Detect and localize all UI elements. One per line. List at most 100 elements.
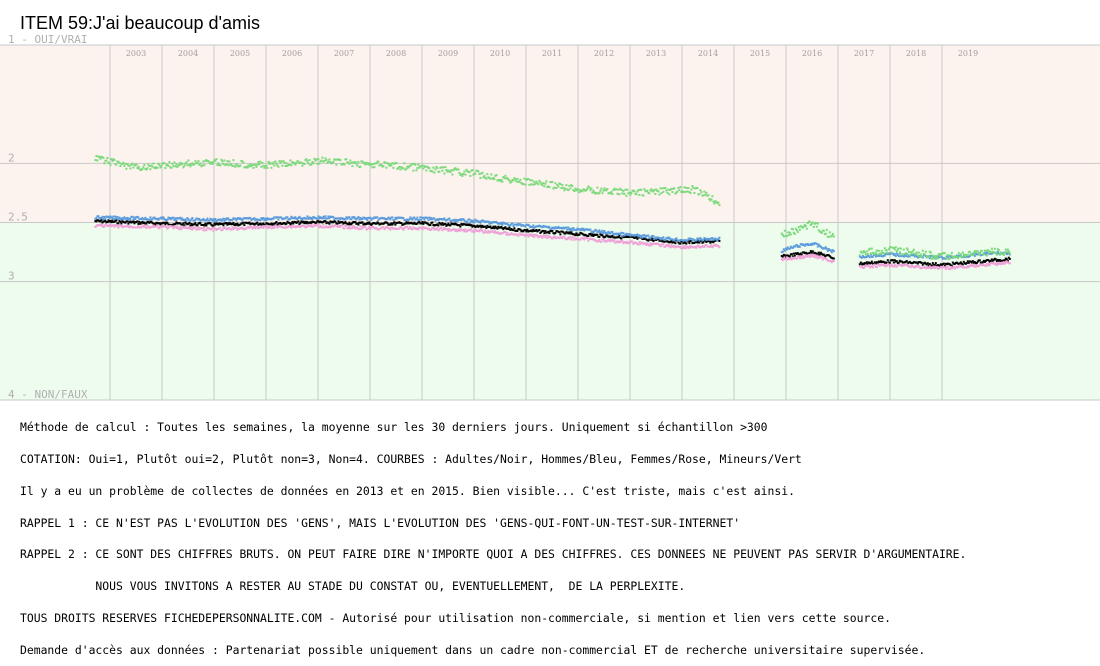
data-point-minors bbox=[220, 158, 223, 161]
data-point-minors bbox=[893, 248, 896, 251]
data-point-women bbox=[372, 226, 375, 229]
data-point-adults bbox=[350, 222, 353, 225]
note-line: TOUS DROITS RESERVES FICHEDEPERSONNALITE… bbox=[20, 610, 891, 625]
data-point-women bbox=[641, 241, 644, 244]
data-point-minors bbox=[332, 160, 335, 163]
data-point-women bbox=[347, 227, 350, 230]
data-point-adults bbox=[790, 253, 793, 256]
data-point-minors bbox=[960, 255, 963, 258]
data-point-men bbox=[906, 255, 909, 258]
data-point-minors bbox=[575, 189, 578, 192]
data-point-minors bbox=[485, 177, 488, 180]
data-point-men bbox=[597, 230, 600, 233]
data-point-men bbox=[479, 221, 482, 224]
data-point-minors bbox=[454, 167, 457, 170]
data-point-men bbox=[430, 217, 433, 220]
data-point-minors bbox=[288, 163, 291, 166]
data-point-minors bbox=[897, 247, 900, 250]
data-point-adults bbox=[677, 241, 680, 244]
data-point-adults bbox=[136, 220, 139, 223]
data-point-minors bbox=[797, 226, 800, 229]
data-point-minors bbox=[803, 223, 806, 226]
data-point-women bbox=[877, 263, 880, 266]
data-point-minors bbox=[506, 177, 509, 180]
data-point-men bbox=[459, 218, 462, 221]
data-point-minors bbox=[874, 251, 877, 254]
data-point-men bbox=[394, 216, 397, 219]
data-point-adults bbox=[458, 224, 461, 227]
data-point-minors bbox=[612, 189, 615, 192]
data-point-minors bbox=[108, 162, 111, 165]
y-tick-label: 3 bbox=[8, 270, 15, 283]
data-point-women bbox=[946, 265, 949, 268]
data-point-minors bbox=[217, 162, 220, 165]
data-point-women bbox=[144, 224, 147, 227]
data-point-men bbox=[557, 225, 560, 228]
data-point-men bbox=[621, 234, 624, 237]
data-point-women bbox=[140, 226, 143, 229]
data-point-men bbox=[162, 216, 165, 219]
data-point-adults bbox=[132, 220, 135, 223]
data-point-men bbox=[973, 254, 976, 257]
data-point-minors bbox=[802, 225, 805, 228]
data-point-minors bbox=[371, 166, 374, 169]
data-point-women bbox=[943, 266, 946, 269]
data-point-minors bbox=[782, 235, 785, 238]
data-point-adults bbox=[328, 222, 331, 225]
data-point-women bbox=[402, 228, 405, 231]
data-point-women bbox=[673, 245, 676, 248]
data-point-adults bbox=[158, 222, 161, 225]
data-point-adults bbox=[548, 232, 551, 235]
data-point-women bbox=[197, 226, 200, 229]
data-point-minors bbox=[565, 184, 568, 187]
data-point-men bbox=[108, 216, 111, 219]
data-point-women bbox=[992, 261, 995, 264]
data-point-minors bbox=[971, 253, 974, 256]
data-point-minors bbox=[949, 254, 952, 257]
data-point-adults bbox=[620, 237, 623, 240]
data-point-adults bbox=[592, 235, 595, 238]
data-point-women bbox=[262, 226, 265, 229]
x-tick-label: 2008 bbox=[386, 49, 406, 58]
data-point-minors bbox=[103, 162, 106, 165]
data-point-women bbox=[681, 247, 684, 250]
data-point-men bbox=[293, 217, 296, 220]
data-point-women bbox=[321, 226, 324, 229]
x-tick-labels: 2003 2004 2005 2006 2007 2008 2009 2010 2011 2012… bbox=[126, 49, 978, 58]
data-point-women bbox=[798, 257, 801, 260]
data-point-adults bbox=[873, 261, 876, 264]
note-line: Demande d'accès aux données : Partenaria… bbox=[20, 642, 926, 657]
data-point-adults bbox=[489, 225, 492, 228]
data-point-minors bbox=[921, 249, 924, 252]
data-point-women bbox=[710, 244, 713, 247]
data-point-minors bbox=[650, 188, 653, 191]
data-point-men bbox=[301, 218, 304, 221]
data-point-minors bbox=[130, 163, 133, 166]
data-point-women bbox=[801, 254, 804, 257]
data-point-women bbox=[196, 228, 199, 231]
data-point-adults bbox=[449, 224, 452, 227]
data-point-women bbox=[422, 226, 425, 229]
data-point-minors bbox=[574, 187, 577, 190]
data-point-minors bbox=[314, 159, 317, 162]
data-point-minors bbox=[667, 188, 670, 191]
data-point-minors bbox=[537, 183, 540, 186]
note-line: NOUS VOUS INVITONS A RESTER AU STADE DU … bbox=[20, 579, 686, 594]
data-point-minors bbox=[643, 188, 646, 191]
data-point-men bbox=[501, 223, 504, 226]
data-point-men bbox=[589, 228, 592, 231]
data-point-men bbox=[427, 219, 430, 222]
data-point-women bbox=[626, 240, 629, 243]
data-point-minors bbox=[904, 252, 907, 255]
data-point-men bbox=[408, 218, 411, 221]
data-point-minors bbox=[611, 192, 614, 195]
data-point-men bbox=[357, 216, 360, 219]
data-point-minors bbox=[345, 158, 348, 161]
data-point-men bbox=[628, 233, 631, 236]
data-point-minors bbox=[832, 235, 835, 238]
data-point-men bbox=[902, 255, 905, 258]
data-point-adults bbox=[275, 221, 278, 224]
data-point-minors bbox=[873, 252, 876, 255]
data-point-minors bbox=[703, 190, 706, 193]
data-point-minors bbox=[880, 249, 883, 252]
